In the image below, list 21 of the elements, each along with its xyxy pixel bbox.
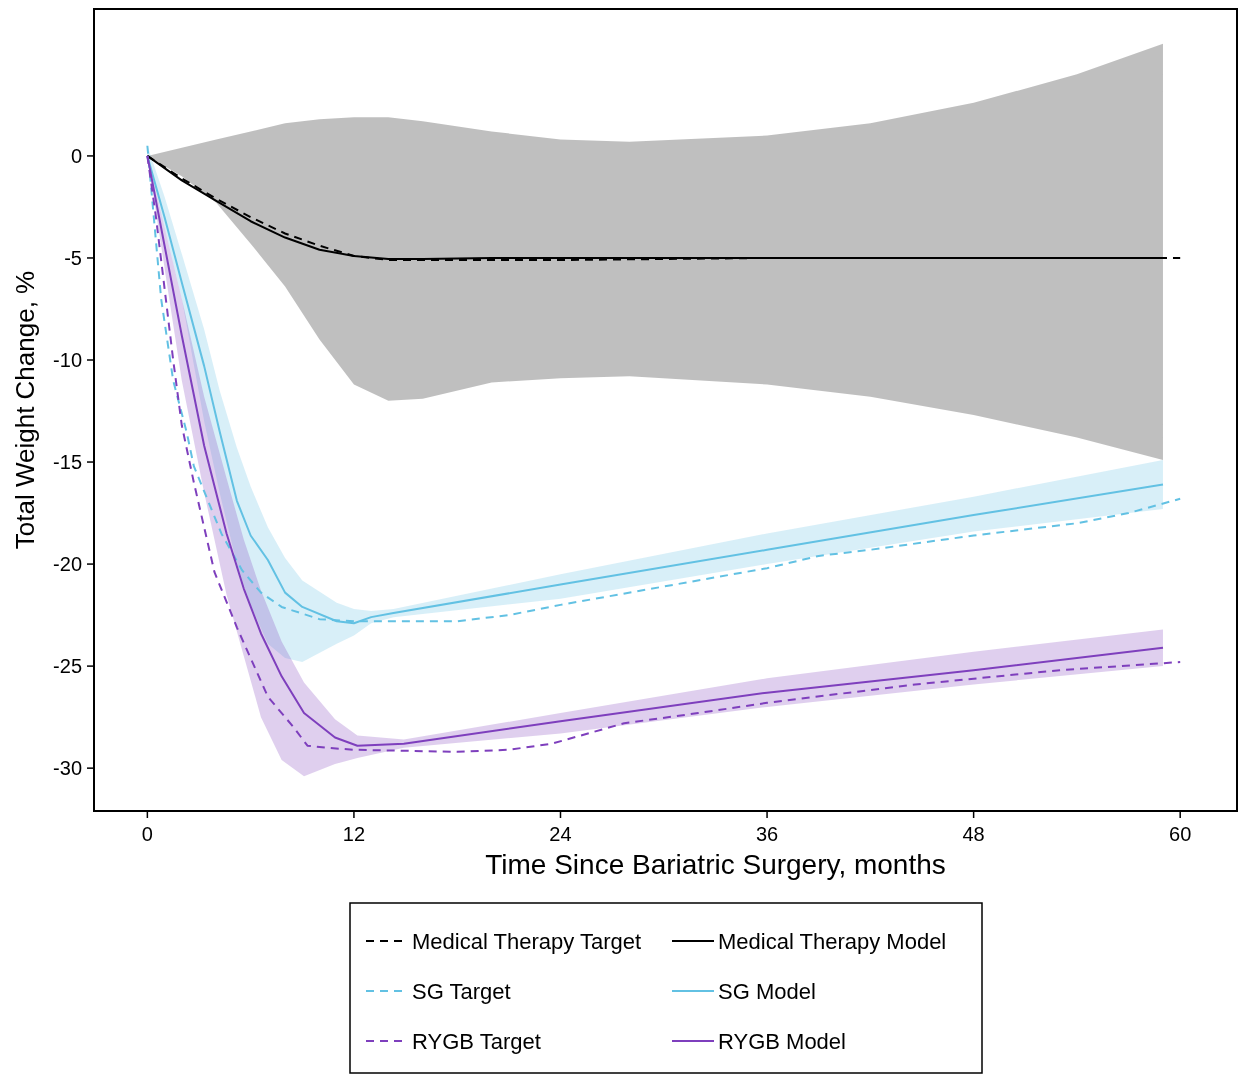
x-tick-label: 60 bbox=[1169, 823, 1192, 845]
y-tick-label: 0 bbox=[70, 144, 82, 167]
y-axis-title: Total Weight Change, % bbox=[10, 270, 40, 550]
y-tick-label: -30 bbox=[53, 757, 82, 780]
x-axis-title: Time Since Bariatric Surgery, months bbox=[485, 849, 946, 880]
x-tick-label: 36 bbox=[755, 823, 779, 845]
y-tick-label: -10 bbox=[53, 349, 82, 371]
y-tick-label: -15 bbox=[53, 451, 82, 474]
y-tick-label: -5 bbox=[64, 246, 82, 269]
x-tick-label: 0 bbox=[141, 823, 153, 845]
x-tick-label: 12 bbox=[342, 823, 366, 845]
x-tick-label: 24 bbox=[549, 823, 572, 845]
y-tick-label: -25 bbox=[53, 655, 82, 678]
legend-label: SG Target bbox=[412, 979, 511, 1004]
legend-label: RYGB Target bbox=[412, 1029, 541, 1054]
x-tick-label: 48 bbox=[962, 823, 985, 845]
legend-label: Medical Therapy Target bbox=[412, 929, 642, 954]
legend-label: SG Model bbox=[718, 979, 816, 1004]
y-tick-label: -20 bbox=[53, 553, 82, 576]
legend-label: Medical Therapy Model bbox=[718, 929, 947, 954]
legend-label: RYGB Model bbox=[718, 1029, 846, 1054]
